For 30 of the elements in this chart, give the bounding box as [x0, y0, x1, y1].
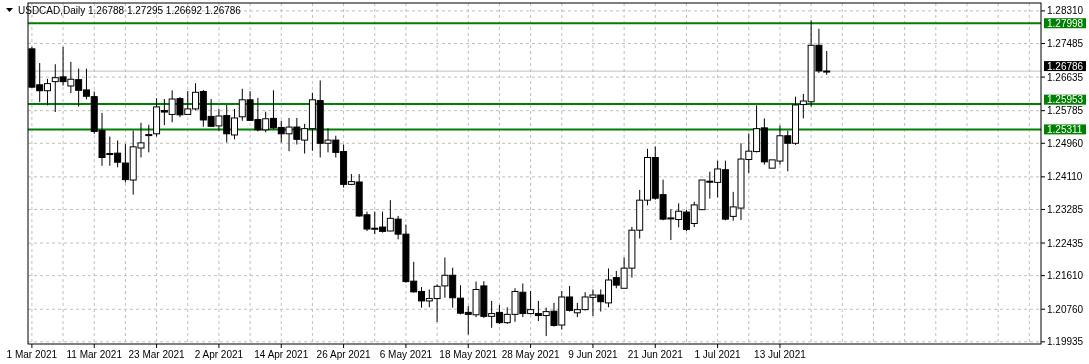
chart-title: USDCAD,Daily 1.26788 1.27295 1.26692 1.26786 — [18, 5, 242, 16]
ref-line-label: 1.25953 — [1047, 94, 1084, 106]
y-tick-label: 1.28310 — [1047, 5, 1084, 17]
y-tick-label: 1.25785 — [1047, 105, 1084, 117]
y-tick-label: 1.21610 — [1047, 270, 1084, 282]
y-tick-label: 1.24960 — [1047, 137, 1084, 149]
ref-line-label: 1.25311 — [1047, 123, 1083, 135]
x-tick-label: 28 May 2021 — [501, 349, 560, 360]
x-tick-label: 21 Jun 2021 — [627, 349, 684, 360]
x-tick-label: 6 May 2021 — [379, 349, 433, 360]
x-tick-label: 26 Apr 2021 — [316, 349, 371, 360]
x-tick-label: 1 Mar 2021 — [6, 349, 58, 360]
ref-line-label: 1.27998 — [1047, 17, 1084, 29]
ref-line-label: 1.26786 — [1047, 60, 1084, 72]
y-tick-label: 1.24110 — [1047, 171, 1083, 183]
candlestick — [145, 124, 153, 153]
x-tick-label: 23 Mar 2021 — [128, 349, 186, 360]
y-tick-label: 1.26635 — [1047, 71, 1084, 83]
x-tick-label: 11 Mar 2021 — [66, 349, 123, 360]
x-tick-label: 18 May 2021 — [439, 349, 498, 360]
y-tick-label: 1.19935 — [1047, 336, 1084, 348]
y-tick-label: 1.27485 — [1047, 38, 1084, 49]
y-tick-label: 1.22435 — [1047, 237, 1084, 249]
y-tick-label: 1.23285 — [1047, 203, 1084, 215]
x-tick-label: 1 Jul 2021 — [694, 349, 742, 360]
x-tick-label: 14 Apr 2021 — [254, 349, 309, 360]
x-tick-label: 2 Apr 2021 — [194, 349, 244, 360]
x-tick-label: 13 Jul 2021 — [754, 349, 807, 360]
x-tick-label: 9 Jun 2021 — [568, 349, 619, 360]
y-tick-label: 1.20760 — [1047, 303, 1084, 315]
